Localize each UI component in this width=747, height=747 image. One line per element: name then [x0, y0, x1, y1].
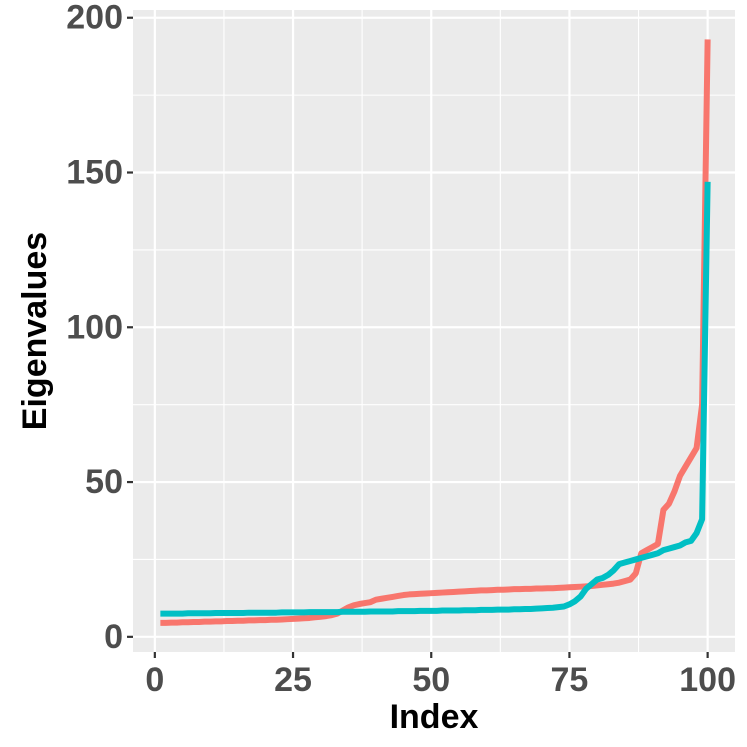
- series-line: [160, 39, 711, 626]
- series-line: [160, 181, 711, 617]
- panel: [133, 10, 735, 652]
- x-tick-label: 75: [551, 661, 589, 699]
- x-tick-label: 50: [412, 661, 450, 699]
- grid: [133, 10, 735, 652]
- y-axis-title: Eigenvalues: [16, 232, 54, 430]
- axes: 0 50 100 150 200 0 25 50 75 100: [66, 0, 736, 699]
- y-tick-label: 50: [85, 463, 123, 501]
- y-tick-label: 0: [104, 618, 123, 656]
- lines: [160, 39, 711, 626]
- y-tick-label: 200: [66, 0, 123, 37]
- x-axis-title: Index: [390, 698, 479, 736]
- x-tick-label: 100: [679, 661, 736, 699]
- y-tick-label: 150: [66, 153, 123, 191]
- x-tick-label: 25: [274, 661, 312, 699]
- y-tick-label: 100: [66, 308, 123, 346]
- x-tick-label: 0: [145, 661, 164, 699]
